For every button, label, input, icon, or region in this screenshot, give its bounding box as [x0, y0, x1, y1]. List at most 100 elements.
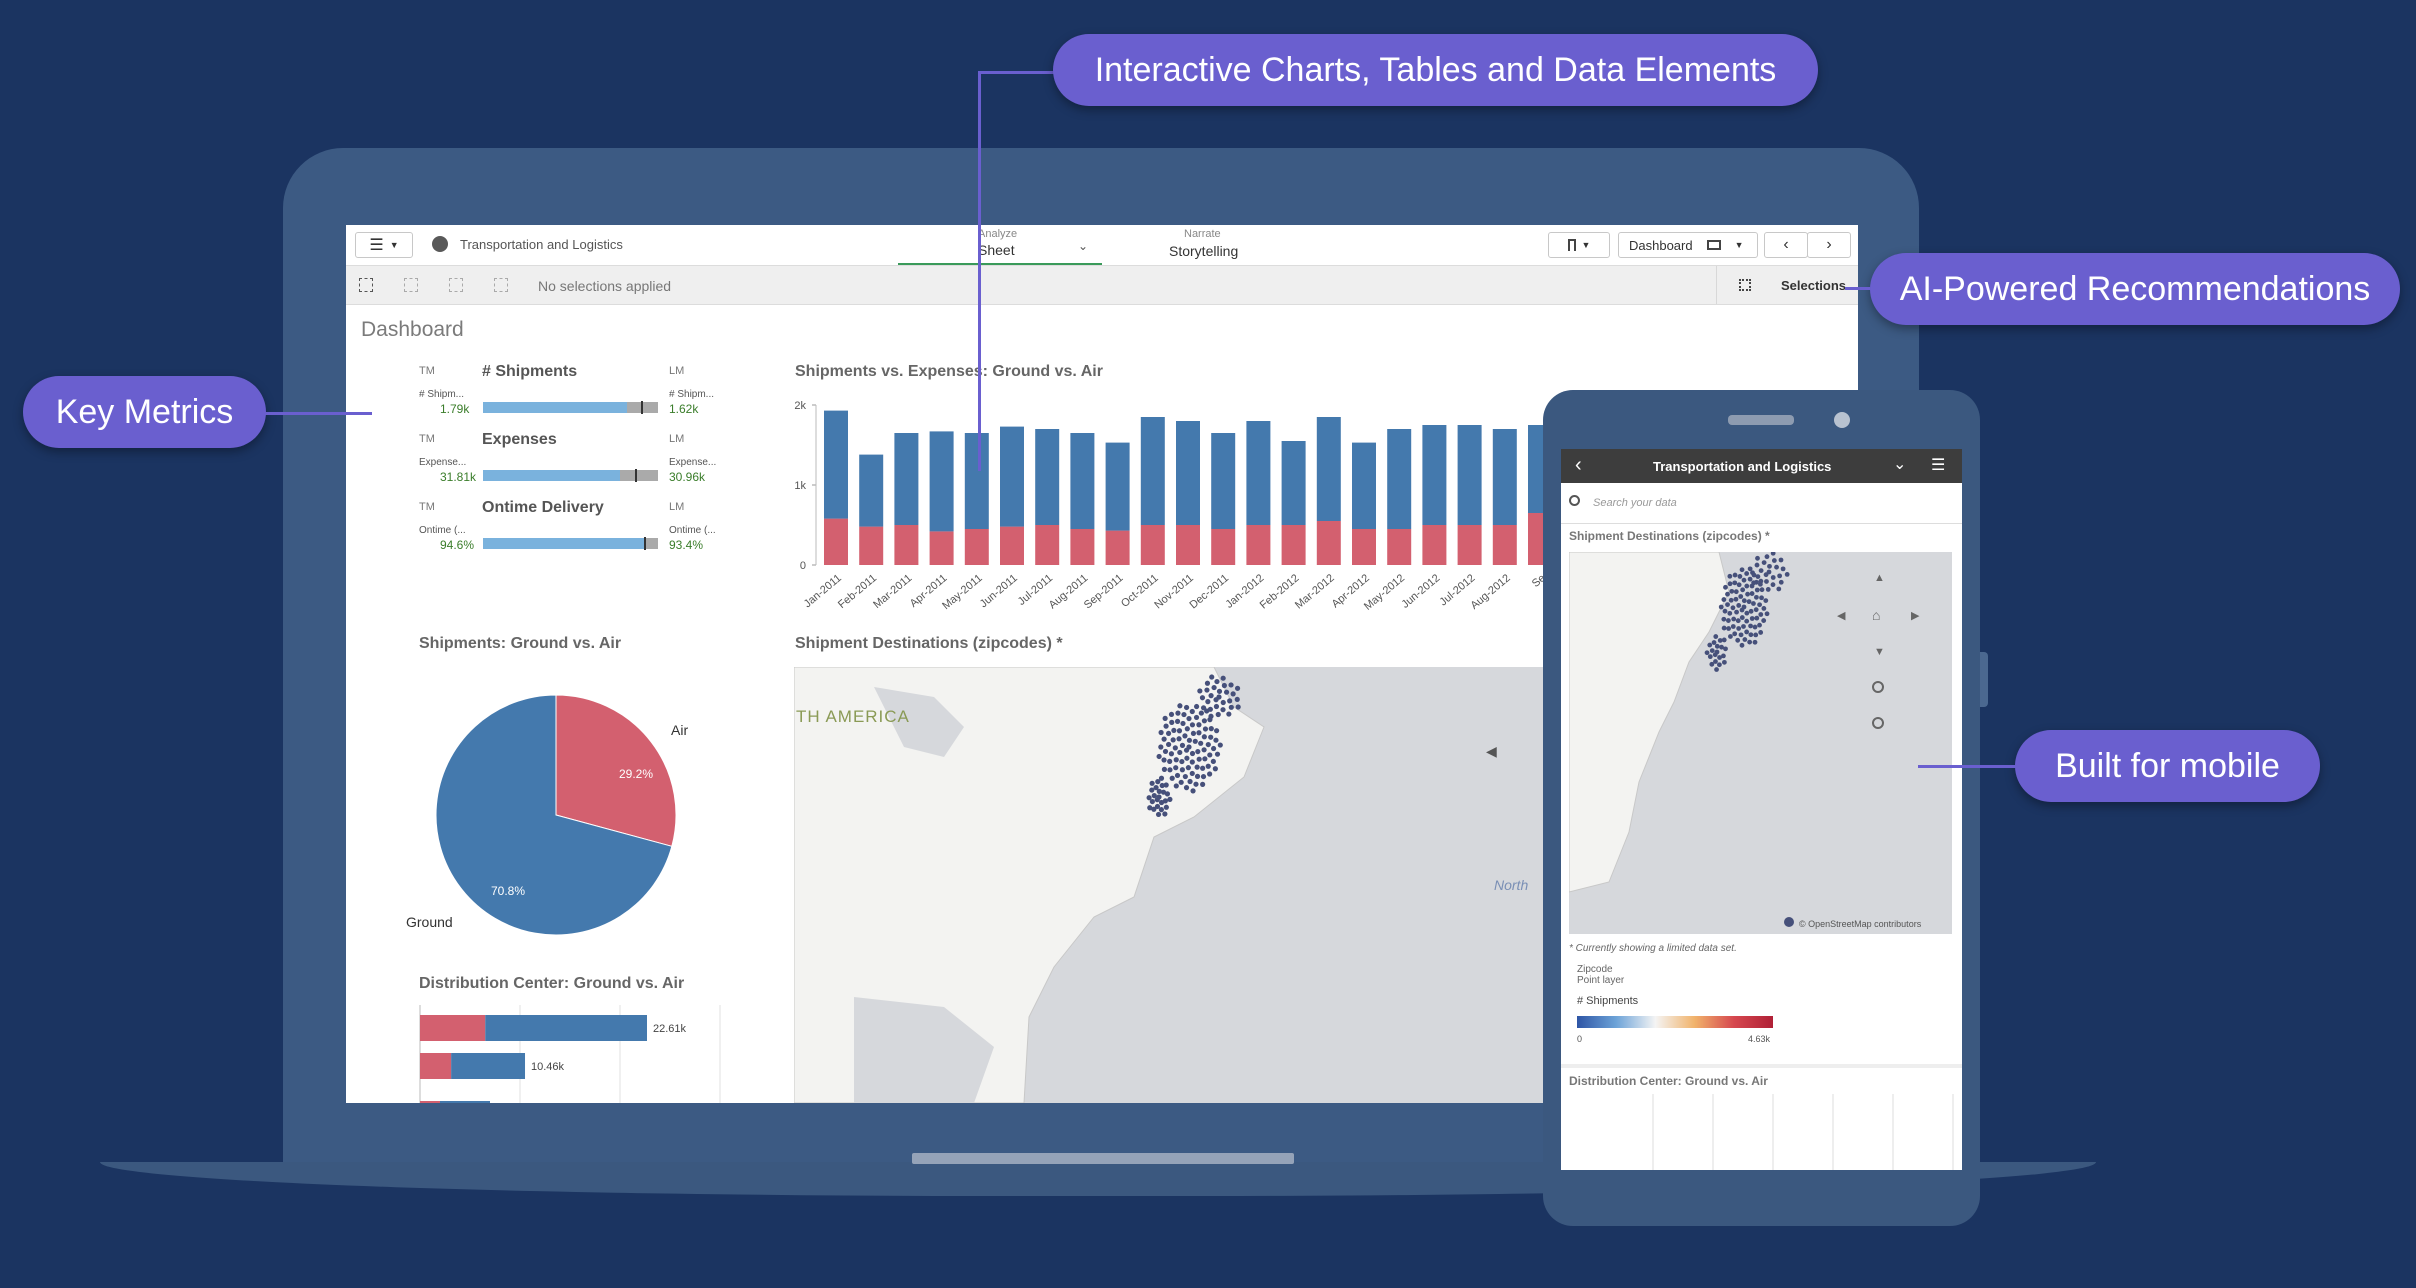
bar-ground[interactable]: [1352, 442, 1376, 529]
bar-ground[interactable]: [1000, 426, 1024, 527]
zipcode-point: [1761, 618, 1767, 623]
dist-value-label: 22.61k: [653, 1023, 687, 1035]
tab-analyze-sheet[interactable]: Analyze Sheet ⌄: [898, 225, 1102, 265]
pan-left-icon[interactable]: ◀: [1837, 610, 1846, 622]
sheet-dropdown[interactable]: Dashboard ▼: [1618, 232, 1758, 258]
bar-air[interactable]: [1176, 525, 1200, 565]
shipments-expenses-bar-chart[interactable]: 01k2kJan-2011Feb-2011Mar-2011Apr-2011May…: [776, 385, 1858, 625]
kpi-heading: Ontime Delivery: [482, 499, 604, 516]
menu-button[interactable]: ☰ ▼: [355, 232, 413, 258]
dist-bar-air[interactable]: [420, 1053, 452, 1079]
step-forward-icon[interactable]: [449, 278, 463, 292]
home-icon[interactable]: ⌂: [1872, 607, 1881, 623]
bar-ground[interactable]: [1070, 433, 1095, 529]
zipcode-point: [1713, 634, 1719, 639]
zipcode-point: [1171, 727, 1177, 734]
zipcode-point: [1204, 680, 1211, 686]
step-back-icon[interactable]: [404, 278, 418, 292]
dist-bar-ground[interactable]: [485, 1015, 647, 1041]
pan-left-icon[interactable]: ◀: [1486, 743, 1497, 759]
bar-air[interactable]: [1211, 529, 1236, 565]
bar-ground[interactable]: [1246, 421, 1271, 525]
map-title: Shipment Destinations (zipcodes) *: [795, 635, 1063, 652]
zipcode-point: [1201, 734, 1207, 740]
zipcode-point: [1754, 562, 1760, 568]
zipcode-point: [1193, 714, 1200, 721]
bar-ground[interactable]: [859, 454, 884, 527]
bar-ground[interactable]: [1281, 441, 1306, 525]
mobile-map[interactable]: ▲ ◀ ⌂ ▶ ▼ © OpenStreetMap contributors: [1569, 552, 1952, 934]
bar-air[interactable]: [929, 531, 954, 565]
bar-air[interactable]: [1105, 530, 1130, 565]
previous-sheet-button[interactable]: ‹: [1764, 232, 1808, 258]
bar-air[interactable]: [1070, 529, 1095, 565]
pan-right-icon[interactable]: ▶: [1911, 610, 1920, 622]
bar-air[interactable]: [1352, 529, 1376, 565]
ground-air-pie-chart[interactable]: 29.2% Air 70.8% Ground: [406, 665, 736, 955]
dist-bar-ground[interactable]: [440, 1101, 490, 1103]
bar-ground[interactable]: [1176, 421, 1200, 525]
zipcode-point: [1746, 599, 1752, 605]
hamburger-icon[interactable]: ☰: [1931, 457, 1946, 474]
bar-ground[interactable]: [1387, 429, 1412, 529]
bar-air[interactable]: [894, 525, 919, 565]
zipcode-point: [1758, 568, 1764, 574]
bar-air[interactable]: [1281, 525, 1306, 565]
zipcode-point: [1202, 756, 1208, 762]
bar-air[interactable]: [1035, 525, 1060, 565]
bar-air[interactable]: [1000, 526, 1024, 565]
selections-grid-icon: [1739, 279, 1751, 291]
bar-air[interactable]: [1457, 525, 1482, 565]
zoom-in-icon[interactable]: [1872, 681, 1884, 693]
next-sheet-button[interactable]: ›: [1807, 232, 1851, 258]
zipcode-point: [1161, 766, 1168, 772]
bar-air[interactable]: [824, 518, 848, 565]
bookmark-button[interactable]: ▼: [1548, 232, 1610, 258]
zipcode-point: [1730, 624, 1736, 629]
bar-ground[interactable]: [1457, 425, 1482, 525]
bar-air[interactable]: [1246, 525, 1271, 565]
zipcode-point: [1749, 591, 1755, 596]
bar-ground[interactable]: [929, 431, 954, 532]
bar-air[interactable]: [964, 529, 989, 565]
pan-up-icon[interactable]: ▲: [1874, 572, 1885, 584]
pan-down-icon[interactable]: ▼: [1874, 646, 1885, 658]
zipcode-point: [1159, 782, 1165, 789]
bar-air[interactable]: [1422, 525, 1447, 565]
zipcode-point: [1154, 797, 1160, 803]
dist-bar-air[interactable]: [420, 1015, 486, 1041]
bar-ground[interactable]: [1211, 433, 1236, 529]
bar-ground[interactable]: [1035, 429, 1060, 525]
bar-air[interactable]: [1492, 525, 1517, 565]
bar-ground[interactable]: [1422, 425, 1447, 525]
bar-air[interactable]: [1316, 521, 1341, 565]
bar-ground[interactable]: [1105, 442, 1130, 531]
mobile-search[interactable]: Search your data: [1561, 483, 1962, 524]
zipcode-point: [1189, 770, 1195, 777]
back-chevron-icon[interactable]: ‹: [1575, 454, 1582, 476]
bar-ground[interactable]: [824, 410, 848, 519]
pie-slice-ground[interactable]: [435, 694, 673, 936]
clear-selections-icon[interactable]: [494, 278, 508, 292]
selections-button[interactable]: Selections: [1716, 266, 1858, 304]
zipcode-point: [1736, 603, 1742, 608]
tab-narrate-storytelling[interactable]: Narrate Storytelling: [1146, 225, 1276, 265]
bar-air[interactable]: [859, 526, 884, 565]
bar-air[interactable]: [1387, 529, 1412, 565]
bar-air[interactable]: [1140, 525, 1165, 565]
bar-ground[interactable]: [1316, 417, 1341, 521]
hamburger-icon: ☰: [369, 237, 384, 254]
dist-bar-ground[interactable]: [451, 1053, 526, 1079]
pie-slice-air[interactable]: [555, 694, 677, 847]
smart-search-icon[interactable]: [359, 278, 373, 292]
distribution-center-bar-chart[interactable]: 22.61k 10.46k: [416, 1005, 736, 1103]
zipcode-point: [1156, 788, 1162, 794]
zoom-out-icon[interactable]: [1872, 717, 1884, 729]
dist-bar-air[interactable]: [420, 1101, 440, 1103]
bar-ground[interactable]: [964, 433, 989, 529]
bar-ground[interactable]: [1492, 429, 1517, 525]
bar-ground[interactable]: [894, 433, 919, 525]
zipcode-point: [1190, 788, 1196, 794]
chevron-down-icon[interactable]: ⌄: [1893, 456, 1907, 473]
bar-ground[interactable]: [1140, 417, 1165, 525]
